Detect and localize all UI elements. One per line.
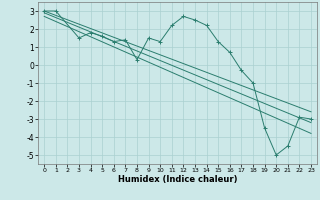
X-axis label: Humidex (Indice chaleur): Humidex (Indice chaleur) [118,175,237,184]
